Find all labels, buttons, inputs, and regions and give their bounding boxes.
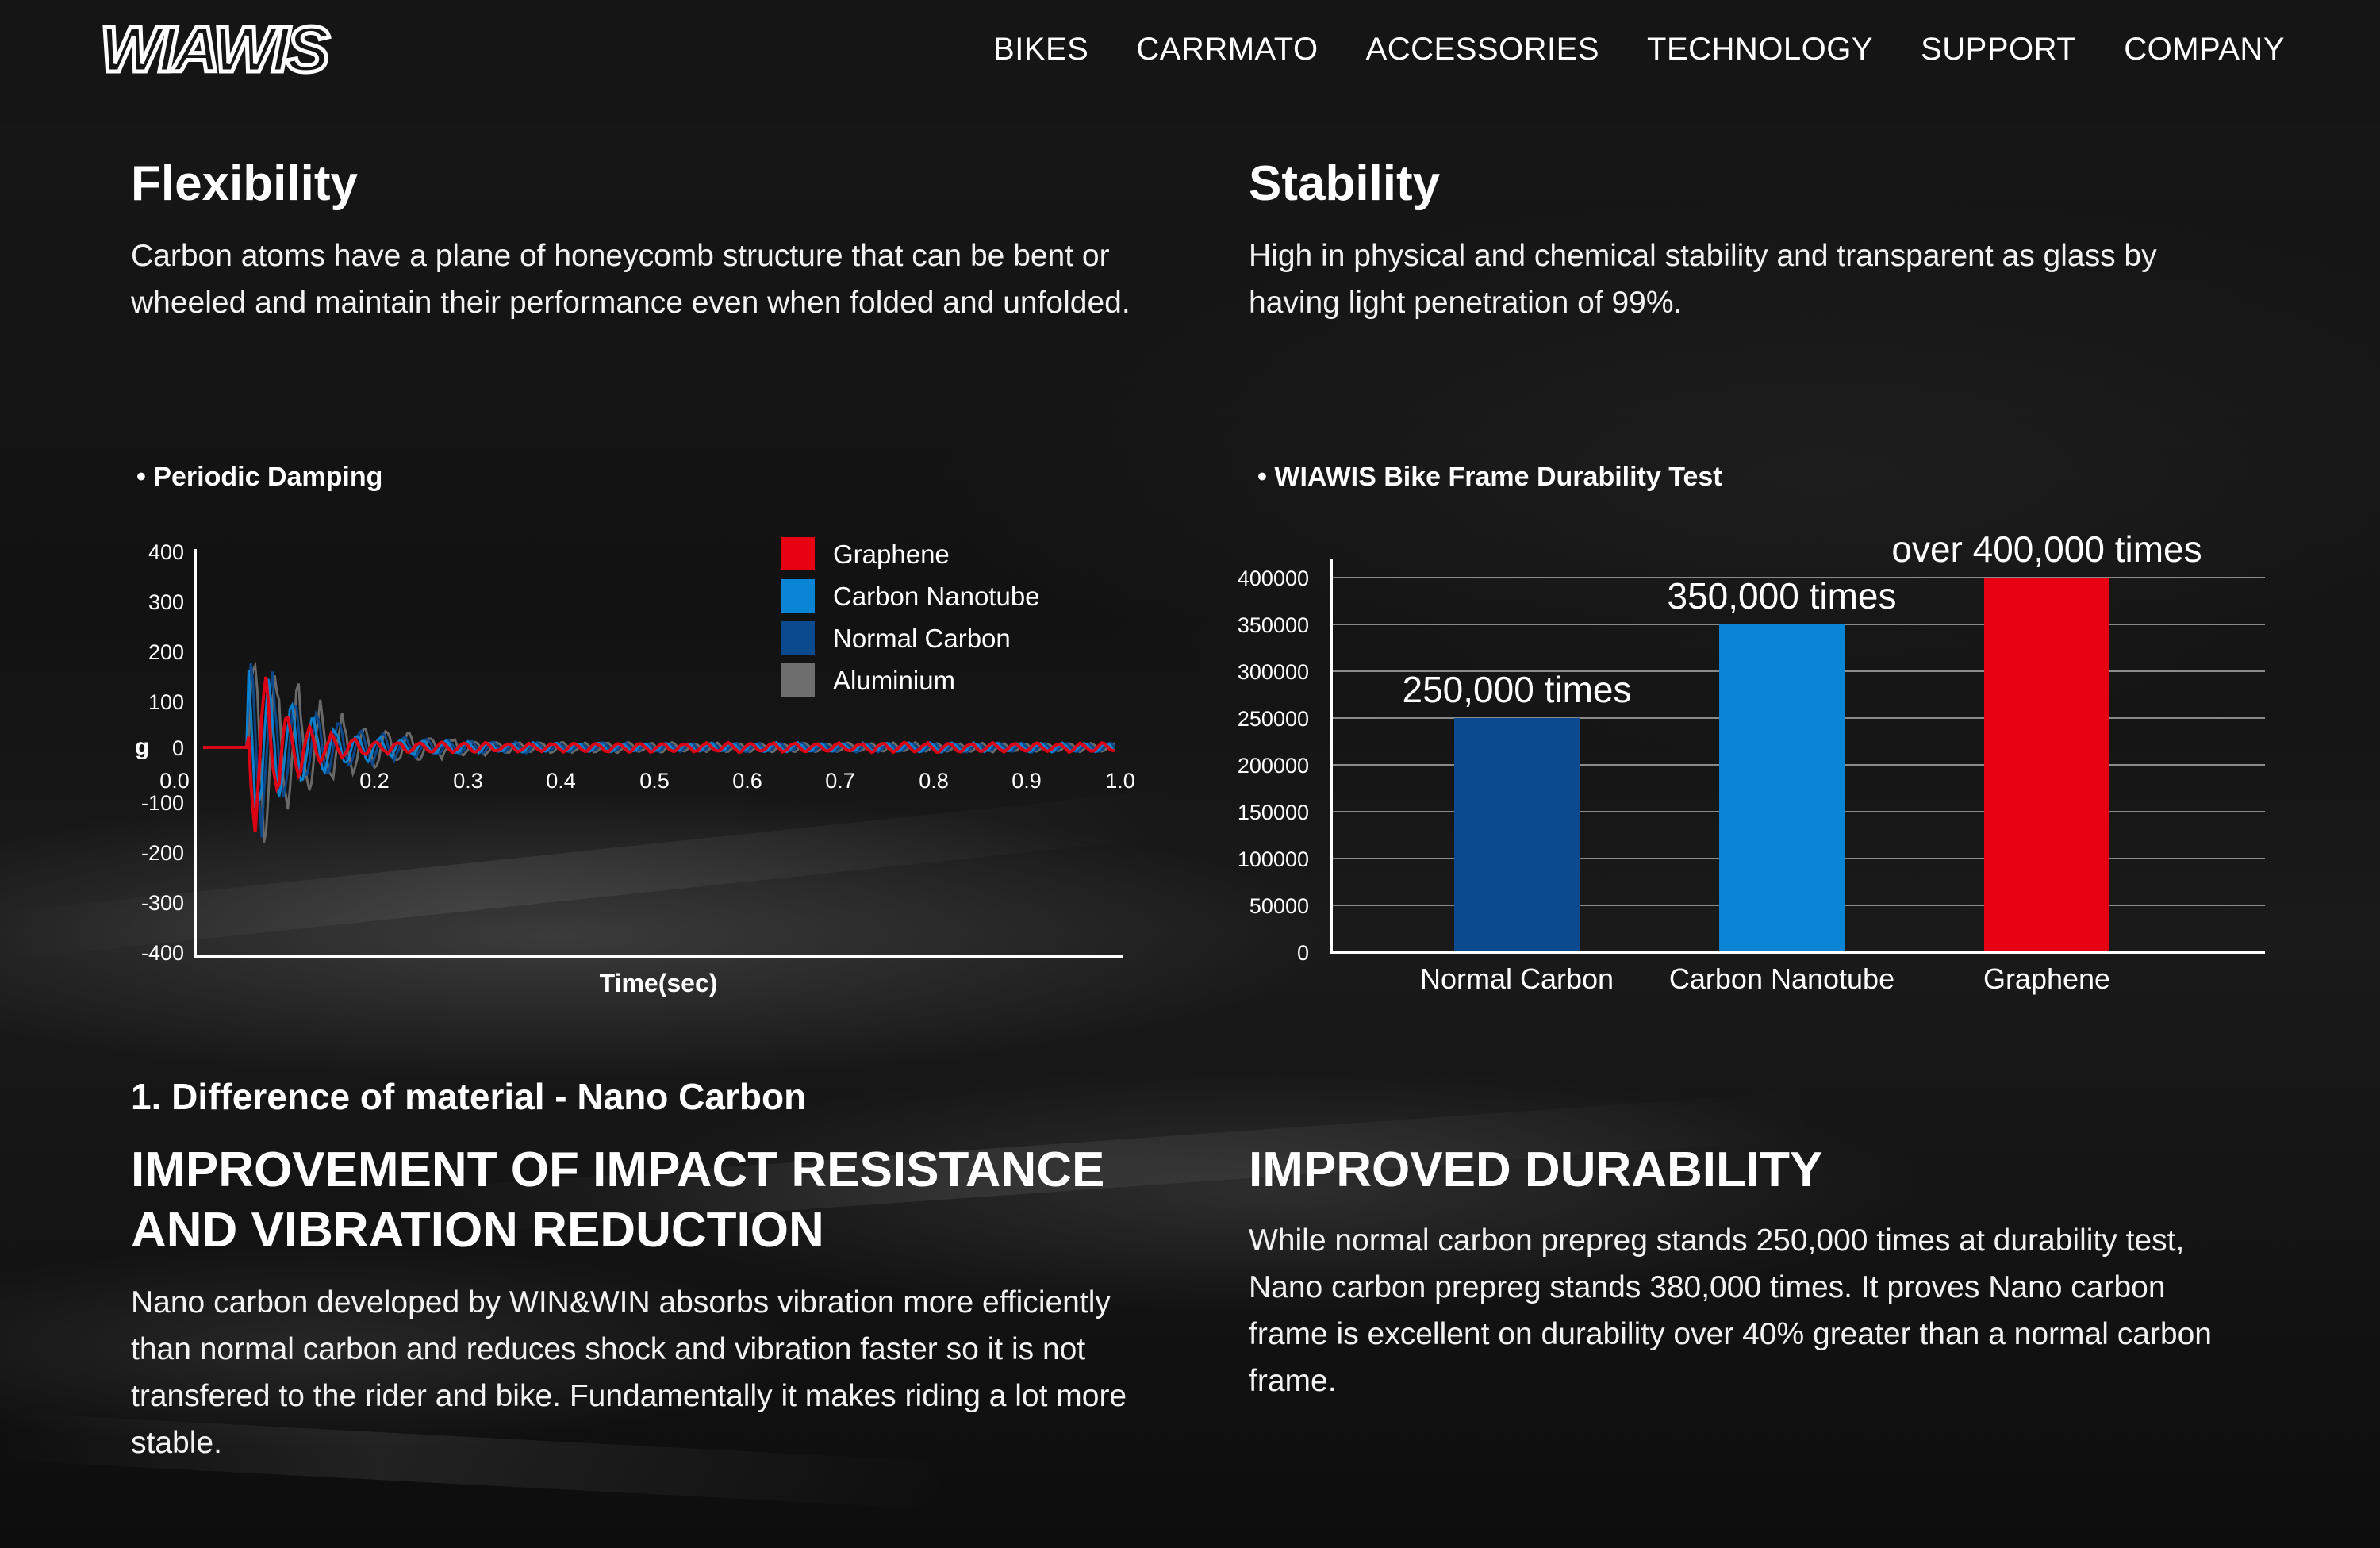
y-tick-label: 300 [148, 590, 184, 614]
y-tick-label: 0 [172, 736, 184, 760]
impact-text: Nano carbon developed by WIN&WIN absorbs… [131, 1285, 1127, 1460]
y-tick-label: -200 [141, 841, 184, 865]
main-nav: BIKES CARRMATO ACCESSORIES TECHNOLOGY SU… [993, 32, 2285, 67]
y-tick-label: -100 [141, 791, 184, 815]
impact-title-line1: IMPROVEMENT OF IMPACT RESISTANCE [131, 1143, 1105, 1197]
y-tick-label: 400000 [1238, 567, 1309, 590]
legend-label: Carbon Nanotube [833, 582, 1040, 611]
durability-chart: 0 50000 100000 150000 200000 250000 300000 3500… [1238, 528, 2265, 995]
nav-technology[interactable]: TECHNOLOGY [1647, 32, 1874, 67]
stability-title: Stability [1249, 156, 1441, 211]
x-category-label: Graphene [1983, 962, 2110, 995]
legend-label: Aluminium [833, 666, 955, 695]
bar-carbon-nanotube [1719, 624, 1844, 952]
y-tick-label: -300 [141, 891, 184, 915]
bar-data-label: 350,000 times [1668, 575, 1897, 617]
x-tick-label: 0.6 [732, 769, 762, 793]
x-tick-label: 0.0 [159, 769, 190, 793]
x-tick-label: 0.2 [359, 769, 390, 793]
x-category-label: Normal Carbon [1420, 962, 1614, 995]
x-tick-label: 0.7 [825, 769, 855, 793]
nav-support[interactable]: SUPPORT [1921, 32, 2077, 67]
legend-label: Normal Carbon [833, 624, 1011, 653]
x-tick-label: 1.0 [1105, 769, 1135, 793]
x-tick-label: 0.3 [453, 769, 483, 793]
y-tick-label: 200 [148, 640, 184, 664]
y-tick-label: 400 [148, 540, 184, 564]
damping-chart-title: • Periodic Damping [136, 462, 383, 492]
y-axis-label: g [135, 734, 149, 760]
y-tick-label: 250000 [1238, 707, 1309, 731]
y-tick-label: 200000 [1238, 754, 1309, 778]
legend-swatch [781, 663, 815, 697]
y-tick-label: 100 [148, 690, 184, 714]
y-tick-label: 150000 [1238, 801, 1309, 824]
logo-text: WIAWIS [100, 17, 329, 81]
series-line-graphene [203, 676, 1115, 833]
impact-title: IMPROVEMENT OF IMPACT RESISTANCE AND VIB… [131, 1140, 1162, 1261]
y-tick-label: 50000 [1250, 894, 1309, 918]
wiawis-logo[interactable]: WIAWIS [97, 17, 438, 81]
durability-text: While normal carbon prepreg stands 250,0… [1249, 1223, 2212, 1398]
y-tick-label: -400 [141, 941, 184, 965]
bar-data-label: 250,000 times [1403, 669, 1632, 710]
stability-text: High in physical and chemical stability … [1249, 239, 2157, 320]
x-category-label: Carbon Nanotube [1669, 962, 1894, 995]
x-tick-label: 0.9 [1012, 769, 1042, 793]
bar-normal-carbon [1454, 718, 1580, 952]
y-tick-label: 100000 [1238, 847, 1309, 871]
nav-carrmato[interactable]: CARRMATO [1136, 32, 1319, 67]
impact-title-line2: AND VIBRATION REDUCTION [131, 1203, 824, 1258]
y-tick-label: 350000 [1238, 613, 1309, 637]
y-tick-label: 0 [1297, 941, 1309, 965]
x-tick-label: 0.8 [919, 769, 949, 793]
nav-bikes[interactable]: BIKES [993, 32, 1089, 67]
durability-chart-title: • WIAWIS Bike Frame Durability Test [1257, 462, 1722, 492]
durability-title: IMPROVED DURABILITY [1249, 1143, 1823, 1197]
material-kicker: 1. Difference of material - Nano Carbon [131, 1076, 807, 1117]
damping-chart: 400 300 200 100 0 -100 -200 -300 -400 0.0 0.2 0.3 0… [135, 537, 1135, 997]
bar-data-label: over 400,000 times [1891, 528, 2202, 570]
legend-swatch [781, 621, 815, 655]
legend-swatch [781, 579, 815, 613]
bar-graphene [1984, 578, 2109, 952]
y-tick-label: 300000 [1238, 660, 1309, 684]
nav-company[interactable]: COMPANY [2124, 32, 2285, 67]
legend-label: Graphene [833, 540, 950, 569]
x-tick-label: 0.4 [546, 769, 576, 793]
legend-swatch [781, 537, 815, 570]
site-header: WIAWIS BIKES CARRMATO ACCESSORIES TECHNO… [0, 0, 2380, 123]
flexibility-title: Flexibility [131, 156, 358, 211]
x-tick-label: 0.5 [639, 769, 670, 793]
x-axis-label: Time(sec) [600, 969, 718, 997]
nav-accessories[interactable]: ACCESSORIES [1365, 32, 1600, 67]
flexibility-text: Carbon atoms have a plane of honeycomb s… [131, 239, 1130, 320]
